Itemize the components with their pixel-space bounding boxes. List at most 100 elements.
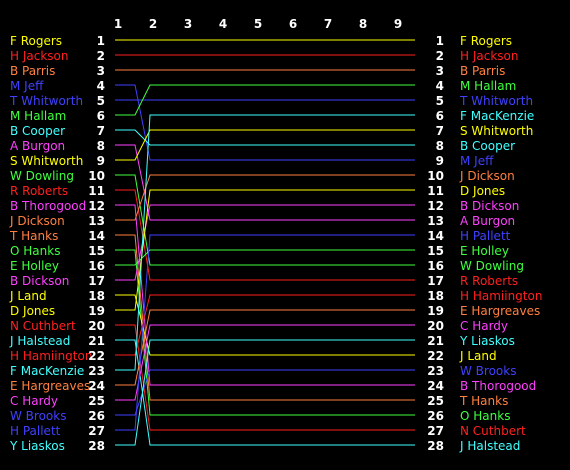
start-position-label: 4 [97, 79, 105, 93]
end-position-label: 11 [427, 184, 444, 198]
round-label: 8 [359, 17, 367, 31]
round-label: 6 [289, 17, 297, 31]
start-name-label: W Dowling [10, 169, 74, 183]
end-position-label: 7 [436, 124, 444, 138]
end-name-label: S Whitworth [460, 124, 533, 138]
start-name-label: Y Liaskos [9, 439, 65, 453]
end-name-label: J Halstead [459, 439, 520, 453]
round-label: 1 [114, 17, 122, 31]
start-name-label: E Hargreaves [10, 379, 90, 393]
start-position-label: 6 [97, 109, 105, 123]
start-name-label: C Hardy [10, 394, 58, 408]
end-position-label: 5 [436, 94, 444, 108]
end-position-label: 9 [436, 154, 444, 168]
start-name-label: H Jackson [10, 49, 68, 63]
end-name-label: B Thorogood [460, 379, 536, 393]
start-position-label: 14 [88, 229, 105, 243]
start-name-label: S Whitworth [10, 154, 83, 168]
start-position-label: 16 [88, 259, 105, 273]
series-line [115, 144, 415, 221]
series-line [115, 204, 415, 281]
end-position-label: 20 [427, 319, 444, 333]
end-position-label: 19 [427, 304, 444, 318]
start-position-label: 9 [97, 154, 105, 168]
series-line [115, 84, 415, 116]
start-position-label: 18 [88, 289, 105, 303]
start-position-label: 20 [88, 319, 105, 333]
end-position-label: 6 [436, 109, 444, 123]
start-name-label: T Hanks [9, 229, 58, 243]
end-position-label: 15 [427, 244, 444, 258]
end-name-label: M Jeff [460, 154, 494, 168]
start-name-label: J Halstead [9, 334, 70, 348]
start-position-label: 17 [88, 274, 105, 288]
round-axis-labels: 1 2 3 4 5 6 7 8 9 [114, 17, 402, 31]
end-name-label: B Parris [460, 64, 505, 78]
series-line [115, 339, 415, 446]
end-position-label: 23 [427, 364, 444, 378]
series-lines [115, 39, 415, 446]
end-name-label: M Hallam [460, 79, 516, 93]
start-position-label: 22 [88, 349, 105, 363]
series-line [115, 174, 415, 221]
end-name-label: D Jones [460, 184, 505, 198]
start-name-label: R Roberts [10, 184, 68, 198]
round-label: 3 [184, 17, 192, 31]
series-line [115, 234, 415, 401]
series-line [115, 249, 415, 266]
start-name-label: H Hamiington [10, 349, 92, 363]
start-position-label: 26 [88, 409, 105, 423]
end-position-label: 24 [427, 379, 444, 393]
series-line [115, 369, 415, 416]
start-name-label: F MacKenzie [10, 364, 84, 378]
start-position-label: 15 [88, 244, 105, 258]
series-line [115, 234, 415, 431]
series-line [115, 129, 415, 146]
round-label: 2 [149, 17, 157, 31]
end-position-label: 25 [427, 394, 444, 408]
end-position-label: 8 [436, 139, 444, 153]
end-name-label: B Cooper [460, 139, 515, 153]
start-position-label: 1 [97, 34, 105, 48]
start-name-label: N Cuthbert [10, 319, 76, 333]
series-line [115, 249, 415, 416]
end-name-label: C Hardy [460, 319, 508, 333]
end-position-label: 17 [427, 274, 444, 288]
end-name-label: E Holley [460, 244, 509, 258]
start-position-label: 23 [88, 364, 105, 378]
start-position-label: 19 [88, 304, 105, 318]
start-position-label: 24 [88, 379, 105, 393]
end-position-label: 26 [427, 409, 444, 423]
start-position-label: 28 [88, 439, 105, 453]
end-position-label: 10 [427, 169, 444, 183]
start-name-label: M Jeff [10, 79, 44, 93]
end-name-label: N Cuthbert [460, 424, 526, 438]
end-position-label: 1 [436, 34, 444, 48]
end-name-label: H Jackson [460, 49, 518, 63]
end-position-label: 28 [427, 439, 444, 453]
end-name-label: F Rogers [460, 34, 512, 48]
start-position-label: 7 [97, 124, 105, 138]
start-name-label: T Whitworth [9, 94, 83, 108]
end-name-label: R Roberts [460, 274, 518, 288]
start-name-label: B Thorogood [10, 199, 86, 213]
start-name-label: B Dickson [10, 274, 69, 288]
series-line [115, 84, 415, 161]
start-position-label: 10 [88, 169, 105, 183]
end-position-label: 4 [436, 79, 444, 93]
round-label: 9 [394, 17, 402, 31]
series-line [115, 324, 415, 431]
series-line [115, 339, 415, 446]
start-position-label: 12 [88, 199, 105, 213]
start-name-label: B Parris [10, 64, 55, 78]
end-position-label: 2 [436, 49, 444, 63]
end-position-label: 3 [436, 64, 444, 78]
start-position-label: 11 [88, 184, 105, 198]
start-name-label: A Burgon [10, 139, 65, 153]
series-line [115, 129, 415, 161]
end-position-label: 13 [427, 214, 444, 228]
end-name-label: T Whitworth [459, 94, 533, 108]
end-position-label: 22 [427, 349, 444, 363]
end-position-label: 18 [427, 289, 444, 303]
